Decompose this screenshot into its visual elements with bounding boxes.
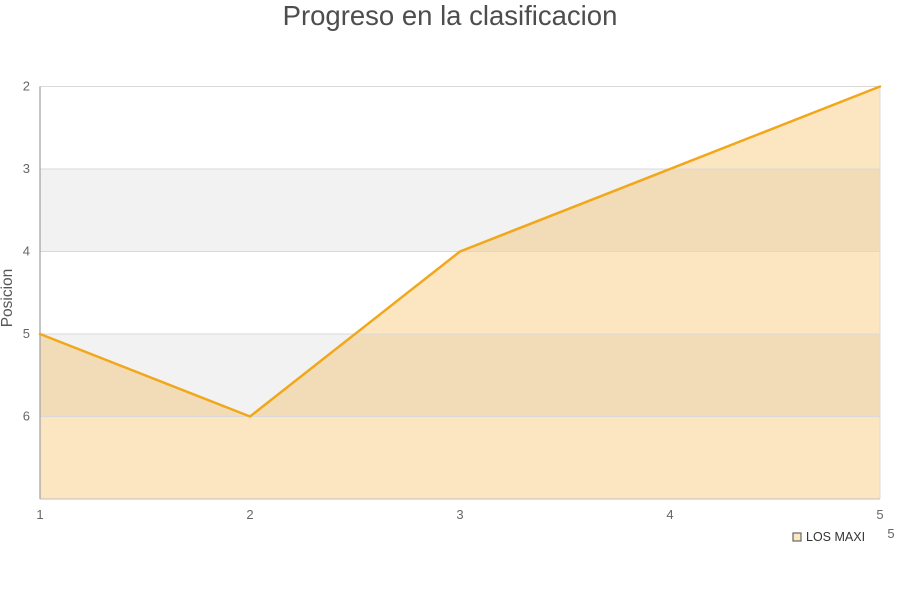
svg-text:1: 1 — [36, 507, 43, 522]
svg-text:Posicion: Posicion — [0, 269, 16, 328]
svg-text:2: 2 — [246, 507, 253, 522]
svg-text:LOS MAXI: LOS MAXI — [806, 530, 865, 544]
svg-text:5: 5 — [876, 507, 883, 522]
svg-text:4: 4 — [23, 244, 30, 259]
svg-text:5: 5 — [887, 526, 894, 541]
svg-text:4: 4 — [666, 507, 673, 522]
svg-text:3: 3 — [456, 507, 463, 522]
svg-text:5: 5 — [23, 326, 30, 341]
svg-text:6: 6 — [23, 409, 30, 424]
svg-text:2: 2 — [23, 79, 30, 94]
svg-text:3: 3 — [23, 161, 30, 176]
